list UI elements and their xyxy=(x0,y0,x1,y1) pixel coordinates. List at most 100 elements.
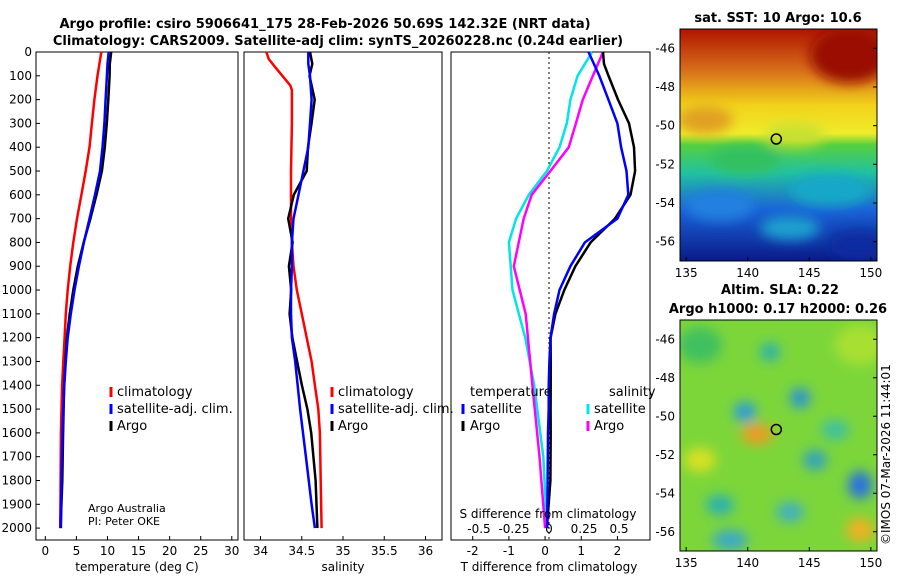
series-line-climatology xyxy=(58,51,103,529)
depth-tick-label: 400 xyxy=(9,140,32,154)
map-lat-tick-label: -48 xyxy=(655,80,675,94)
s-difference-tick-label: 0 xyxy=(545,522,553,536)
credit-line-2: PI: Peter OKE xyxy=(88,515,160,528)
t-difference-tick-label: -1 xyxy=(503,544,515,558)
depth-tick-label: 100 xyxy=(9,69,32,83)
sla-eddy xyxy=(734,402,756,422)
map-lat-tick-label: -46 xyxy=(655,332,675,346)
difference-axes-box xyxy=(450,51,651,541)
legend-header-temperature: temperature xyxy=(470,385,552,400)
map-lat-tick-label: -48 xyxy=(655,371,675,385)
sst-field xyxy=(680,29,877,261)
map-lon-tick-label: 145 xyxy=(798,556,821,570)
map-lon-tick-label: 135 xyxy=(675,266,698,280)
salinity-axes-box xyxy=(243,51,443,541)
legend-label-satellite: satellite-adj. clim. xyxy=(338,402,454,417)
s-difference-label: S difference from climatology xyxy=(460,507,637,521)
temperature-axes-box xyxy=(35,51,239,541)
sla-eddy xyxy=(846,518,874,542)
sst-eddy xyxy=(760,216,820,240)
depth-tick-label: 1300 xyxy=(1,354,32,368)
series-line-salinity-argo xyxy=(512,51,605,529)
argo-position-marker xyxy=(770,133,783,145)
legend-label-s-argo: Argo xyxy=(594,419,624,434)
sla-eddies xyxy=(680,325,877,550)
map-lat-tick-label: -54 xyxy=(655,196,675,210)
credit-line-1: Argo Australia xyxy=(88,502,166,515)
sst-map-frame xyxy=(679,28,878,262)
depth-ticks: 0 100 200 300 400 500 600 700 800 900 1000 1100 1200… xyxy=(1,45,40,535)
sla-eddy xyxy=(680,327,722,363)
legend-label-climatology: climatology xyxy=(117,385,193,400)
difference-panel: -2 -1 0 1 2 -0.5 -0.25 0 0.25 0.5 T difference f… xyxy=(450,51,656,574)
depth-tick-label: 1800 xyxy=(1,473,32,487)
temperature-tick-label: 10 xyxy=(100,544,115,558)
map-lat-tick-label: -54 xyxy=(655,486,675,500)
difference-lines xyxy=(507,51,637,529)
salinity-panel: 34 34.5 35 35.5 36 salinity climatology sate… xyxy=(243,51,454,574)
legend-label-s-satellite: satellite xyxy=(594,402,646,417)
salinity-ticks: 34 34.5 35 35.5 36 xyxy=(253,536,433,558)
sst-eddy xyxy=(680,106,733,134)
temperature-tick-label: 15 xyxy=(131,544,146,558)
map-lat-tick-label: -50 xyxy=(655,409,675,423)
salinity-tick-label: 35.5 xyxy=(371,544,398,558)
map-lon-tick-label: 145 xyxy=(798,266,821,280)
map-lat-tick-label: -50 xyxy=(655,119,675,133)
argo-position-marker xyxy=(770,423,783,436)
map-lon-tick-label: 135 xyxy=(675,556,698,570)
depth-tick-label: 1700 xyxy=(1,450,32,464)
salinity-tick-label: 34 xyxy=(253,544,268,558)
temperature-tick-label: 0 xyxy=(42,544,50,558)
series-line-temperature-argo xyxy=(545,51,637,529)
depth-tick-label: 800 xyxy=(9,235,32,249)
sla-map-title-1: Altim. SLA: 0.22 xyxy=(721,283,839,298)
temperature-panel: 0100200300400500600700800900100011001200… xyxy=(1,45,239,574)
sla-eddy xyxy=(706,495,734,515)
sst-eddy xyxy=(830,231,877,259)
sla-eddy xyxy=(835,325,877,365)
map-lon-tick-label: 140 xyxy=(736,556,759,570)
salinity-tick-label: 34.5 xyxy=(288,544,315,558)
series-line-temperature-satellite xyxy=(545,51,630,529)
s-difference-tick-label: 0.5 xyxy=(609,522,628,536)
legend-label-t-argo: Argo xyxy=(470,419,500,434)
sla-map-panel: Altim. SLA: 0.22 Argo h1000: 0.17 h2000:… xyxy=(655,283,887,570)
title-line-2: Climatology: CARS2009. Satellite-adj cli… xyxy=(53,34,623,49)
t-difference-ticks: -2 -1 0 1 2 xyxy=(467,536,621,558)
sst-eddy xyxy=(790,174,870,206)
map-lat-tick-label: -56 xyxy=(655,525,675,539)
depth-tick-label: 500 xyxy=(9,164,32,178)
map-lat-tick-label: -52 xyxy=(655,448,675,462)
salinity-tick-label: 36 xyxy=(418,544,433,558)
depth-tick-label: 1500 xyxy=(1,402,32,416)
depth-tick-label: 200 xyxy=(9,93,32,107)
temperature-xlabel: temperature (deg C) xyxy=(75,560,198,574)
s-difference-tick-label: -0.25 xyxy=(498,522,529,536)
sst-map-panel: sat. SST: 10 Argo: 10.6 135 140 145 150 -46 -… xyxy=(655,11,882,280)
t-difference-tick-label: 0 xyxy=(541,544,549,558)
sla-eddy xyxy=(821,420,849,440)
depth-tick-label: 1900 xyxy=(1,497,32,511)
temperature-lines xyxy=(58,51,113,529)
series-line-satellite-adj-clim- xyxy=(59,51,110,529)
depth-tick-label: 0 xyxy=(24,45,32,59)
s-difference-ticks: -0.5 -0.25 0 0.25 0.5 xyxy=(467,522,628,536)
temperature-tick-label: 20 xyxy=(162,544,177,558)
legend-label-satellite: satellite-adj. clim. xyxy=(117,402,233,417)
salinity-legend: climatology satellite-adj. clim. Argo xyxy=(330,385,454,434)
depth-tick-label: 700 xyxy=(9,212,32,226)
sla-map-frame xyxy=(679,319,878,552)
t-difference-tick-label: -2 xyxy=(467,544,479,558)
salinity-tick-label: 35 xyxy=(335,544,350,558)
s-difference-tick-label: -0.5 xyxy=(467,522,490,536)
sla-eddy xyxy=(712,530,748,550)
depth-tick-label: 1600 xyxy=(1,426,32,440)
depth-tick-label: 600 xyxy=(9,188,32,202)
sla-eddy xyxy=(803,450,827,470)
salinity-xlabel: salinity xyxy=(321,560,364,574)
sst-eddies xyxy=(680,29,877,259)
depth-tick-label: 1100 xyxy=(1,307,32,321)
map-lat-tick-label: -46 xyxy=(655,41,675,55)
legend-label-climatology: climatology xyxy=(338,385,414,400)
